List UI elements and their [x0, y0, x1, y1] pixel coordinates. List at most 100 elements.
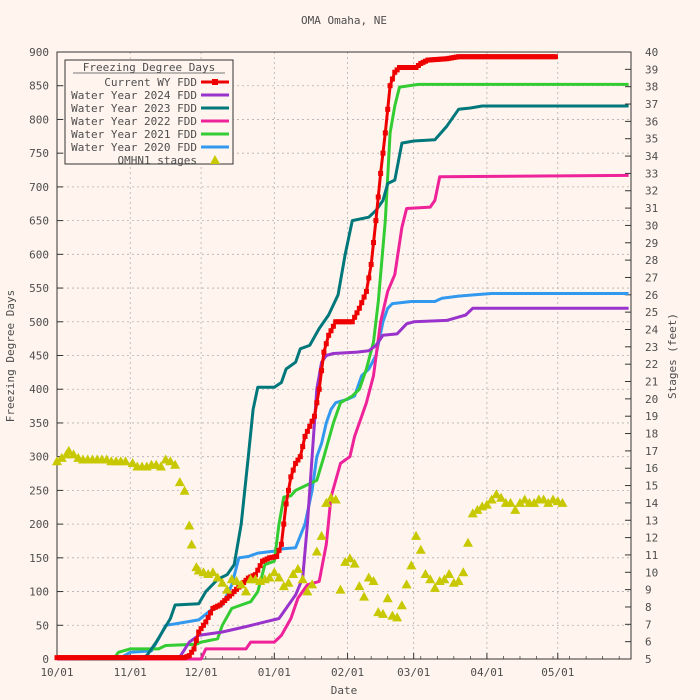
current-wy-fdd-point [302, 433, 308, 439]
x-tick-label: 11/01 [114, 666, 147, 679]
y-tick-label: 600 [29, 248, 49, 261]
omhn1-stages-point [382, 593, 393, 603]
y-tick-label: 800 [29, 113, 49, 126]
y2-tick-label: 39 [645, 63, 658, 76]
current-wy-fdd-point [203, 619, 209, 625]
omhn1-stages-point [444, 569, 455, 579]
current-wy-fdd-point [295, 457, 301, 463]
current-wy-fdd-point [359, 300, 365, 306]
omhn1-stages-point [359, 591, 370, 601]
y-tick-label: 50 [36, 619, 49, 632]
y2-tick-label: 9 [645, 584, 652, 597]
omhn1-stages-point [472, 504, 483, 514]
x-tick-label: 10/01 [40, 666, 73, 679]
y2-tick-label: 24 [645, 323, 659, 336]
omhn1-stages-point [321, 497, 332, 507]
omhn1-stages-point [217, 577, 228, 587]
y2-tick-label: 11 [645, 549, 658, 562]
omhn1-stages-point [288, 569, 299, 579]
omhn1-stages-point [68, 449, 79, 459]
omhn1-stages-point [222, 584, 233, 594]
y2-tick-label: 32 [645, 185, 658, 198]
omhn1-stages-point [368, 575, 379, 585]
current-wy-fdd-point [316, 386, 322, 392]
y2-tick-label: 10 [645, 566, 658, 579]
legend-title: Freezing Degree Days [83, 61, 215, 74]
omhn1-stages-point [297, 574, 308, 584]
water-year-2020-fdd-line [57, 292, 629, 661]
omhn1-stages-point [231, 575, 242, 585]
current-wy-fdd-point [354, 310, 360, 316]
omhn1-stages-point [52, 456, 62, 466]
omhn1-stages-point [340, 556, 351, 566]
y-tick-label: 100 [29, 586, 49, 599]
omhn1-stages-point [184, 520, 195, 530]
current-wy-fdd-point [274, 553, 280, 559]
current-wy-fdd-point [205, 614, 211, 620]
omhn1-stages-point [335, 584, 346, 594]
current-wy-fdd-point [361, 294, 367, 300]
y-tick-label: 0 [42, 653, 49, 666]
omhn1-stages-point [529, 497, 540, 507]
omhn1-stages-point [278, 581, 289, 591]
current-wy-fdd-point [389, 76, 395, 82]
current-wy-fdd-point [368, 261, 374, 267]
omhn1-stages-point [415, 544, 426, 554]
y-tick-label: 900 [29, 46, 49, 59]
omhn1-stages-point [311, 546, 322, 556]
current-wy-fdd-point [198, 626, 204, 632]
current-wy-fdd-point [304, 428, 310, 434]
current-wy-fdd-point [552, 54, 558, 60]
omhn1-stages-point [467, 508, 478, 518]
omhn1-stages-point [349, 558, 360, 568]
y2-tick-label: 23 [645, 341, 658, 354]
y-tick-label: 400 [29, 383, 49, 396]
y-tick-label: 500 [29, 316, 49, 329]
y2-tick-label: 19 [645, 410, 658, 423]
omhn1-stages-point [170, 459, 181, 469]
series-layer [52, 54, 629, 661]
omhn1-stages-point [240, 586, 251, 596]
y2-tick-label: 18 [645, 428, 658, 441]
x-tick-label: 04/01 [470, 666, 503, 679]
current-wy-fdd-point [326, 332, 332, 338]
y-tick-label: 350 [29, 417, 49, 430]
current-wy-fdd-point [385, 106, 391, 112]
x-tick-label: 12/01 [185, 666, 218, 679]
omhn1-stages-point [269, 567, 280, 577]
current-wy-fdd-point [371, 240, 377, 246]
y2-tick-label: 36 [645, 115, 658, 128]
current-wy-fdd-point [319, 368, 325, 374]
omhn1-stages-point [505, 497, 516, 507]
water-year-2022-fdd-line [57, 173, 629, 661]
omhn1-stages-point [307, 579, 318, 589]
omhn1-stages-point [491, 489, 502, 499]
x-axis-label: Date [331, 684, 358, 697]
y2-tick-label: 15 [645, 480, 658, 493]
current-wy-fdd-point [189, 649, 195, 655]
omhn1-stages-point [377, 608, 388, 618]
y2-tick-label: 25 [645, 306, 658, 319]
omhn1-stages-point [401, 579, 412, 589]
current-wy-fdd-point [186, 653, 192, 659]
y2-tick-label: 35 [645, 133, 658, 146]
omhn1-stages-point [396, 600, 407, 610]
current-wy-fdd-point [382, 130, 388, 136]
omhn1-stages-point [519, 494, 530, 504]
omhn1-stages-point [453, 575, 464, 585]
y2-tick-label: 16 [645, 462, 658, 475]
x-tick-label: 01/01 [258, 666, 291, 679]
current-wy-fdd-point [257, 563, 263, 569]
axis-layer: 0 50 100 150 200 250 300 350 400 450 500 550 600 650 7… [29, 46, 658, 679]
y2-tick-label: 27 [645, 271, 658, 284]
omhn1-stages-point [510, 504, 521, 514]
legend-label-omhn1-stages: OMHN1 stages [118, 154, 197, 167]
omhn1-stages-point [56, 452, 67, 462]
current-wy-fdd-point [356, 305, 362, 311]
omhn1-stages-point [481, 499, 492, 509]
legend-label-water-year-2020-fdd: Water Year 2020 FDD [71, 141, 197, 154]
current-wy-fdd-point [321, 349, 327, 355]
legend-label-current-wy-fdd: Current WY FDD [104, 76, 197, 89]
omhn1-stages-point [292, 563, 303, 573]
